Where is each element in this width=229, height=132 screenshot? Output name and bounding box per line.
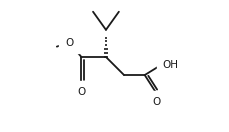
Text: O: O xyxy=(152,97,160,107)
Text: OH: OH xyxy=(162,60,178,70)
Text: O: O xyxy=(77,87,85,97)
Text: O: O xyxy=(65,38,73,48)
